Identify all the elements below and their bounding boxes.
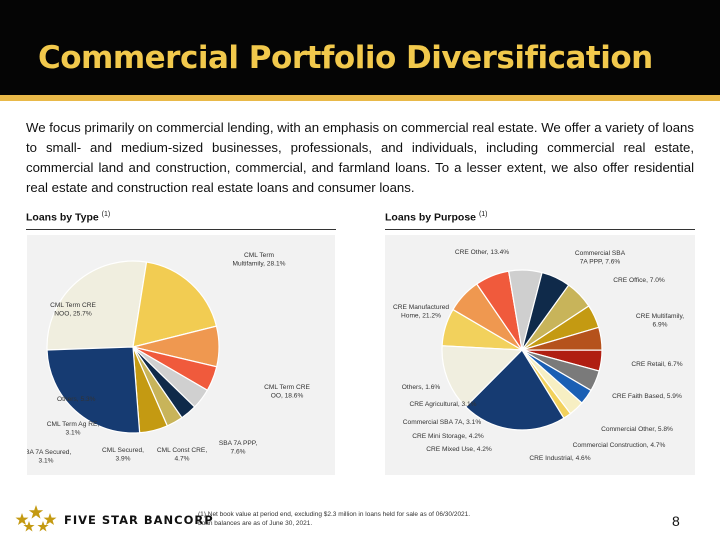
pie-label-purpose-4: CRE Faith Based, 5.9% xyxy=(612,393,682,400)
pie-label-type-8: CML Term CRE NOO, 25.7% xyxy=(50,302,96,318)
five-star-logo-icon xyxy=(15,505,57,532)
loans-by-type-title-text: Loans by Type xyxy=(26,211,99,224)
footnote-line-2: Loan balances are as of June 30, 2021. xyxy=(198,520,313,527)
footnote: (1) Net book value at period end, exclud… xyxy=(198,510,470,528)
pie-slice-purpose-14 xyxy=(441,345,524,408)
pie-label-purpose-9: CRE Mini Storage, 4.2% xyxy=(412,433,484,440)
loans-by-type-pie: CML Term Multifamily, 28.1% CML Term CRE OO… xyxy=(27,252,310,465)
pie-label-purpose-0: Commercial SBA 7A PPP, 7.6% xyxy=(575,250,626,266)
pie-slice-type-0 xyxy=(46,260,148,351)
logo-star xyxy=(23,521,35,532)
loans-by-type-divider xyxy=(26,229,336,230)
pie-label-purpose-3: CRE Retail, 6.7% xyxy=(631,361,682,368)
loans-by-purpose-title: Loans by Purpose (1) xyxy=(385,211,488,224)
logo-star xyxy=(37,521,49,532)
logo-star xyxy=(43,513,57,525)
loans-by-purpose-pie: Commercial SBA 7A PPP, 7.6% CRE Office, 7.… xyxy=(393,249,684,462)
pie-label-purpose-6: Commercial Construction, 4.7% xyxy=(573,442,666,449)
loans-by-purpose-chart: Commercial SBA 7A PPP, 7.6% CRE Office, 7.… xyxy=(385,235,695,475)
pie-label-type-1: CML Term CRE OO, 18.6% xyxy=(264,384,310,400)
pie-label-purpose-8: CRE Mixed Use, 4.2% xyxy=(426,446,492,453)
pie-label-type-2: SBA 7A PPP, 7.6% xyxy=(219,440,258,456)
logo-star xyxy=(28,505,44,519)
intro-paragraph: We focus primarily on commercial lending… xyxy=(26,120,694,195)
pie-label-purpose-13: CRE Manufactured Home, 21.2% xyxy=(393,304,449,320)
page-title: Commercial Portfolio Diversification xyxy=(38,40,653,76)
loans-by-purpose-title-text: Loans by Purpose xyxy=(385,211,477,224)
pie-label-type-6: CML Term Ag RE, 3.1% xyxy=(47,421,100,437)
header-accent-line xyxy=(0,95,720,101)
footnote-line-1: (1) Net book value at period end, exclud… xyxy=(198,511,471,518)
pie-label-purpose-10: Commercial SBA 7A, 3.1% xyxy=(403,419,482,426)
pie-label-type-5: SBA 7A Secured,3.1% xyxy=(27,449,71,465)
pie-label-type-3: CML Const CRE, 4.7% xyxy=(157,447,207,463)
pie-label-type-4: CML Secured, 3.9% xyxy=(102,447,144,463)
page-number: 8 xyxy=(672,513,680,529)
pie-label-purpose-1: CRE Office, 7.0% xyxy=(613,277,665,284)
loans-by-purpose-divider xyxy=(385,229,695,230)
company-name: FIVE STAR BANCORP xyxy=(64,513,214,527)
pie-slice-purpose-13 xyxy=(464,349,565,431)
pie-label-purpose-11: CRE Agricultural, 3.1% xyxy=(409,401,476,408)
loans-by-purpose-footnote-ref: (1) xyxy=(478,211,488,218)
pie-label-purpose-5: Commercial Other, 5.8% xyxy=(601,426,673,433)
pie-slice-type-8 xyxy=(46,346,141,434)
loans-by-type-chart: CML Term Multifamily, 28.1% CML Term CRE OO… xyxy=(27,235,335,475)
header-bar: Commercial Portfolio Diversification xyxy=(0,0,720,95)
pie-label-type-7: Others, 5.3% xyxy=(57,396,96,403)
pie-label-purpose-7: CRE Industrial, 4.6% xyxy=(529,455,590,462)
loans-by-type-title: Loans by Type (1) xyxy=(26,211,110,224)
pie-slice-type-1 xyxy=(132,261,218,348)
pie-label-purpose-2: CRE Multifamily, 6.9% xyxy=(636,313,684,329)
logo-star xyxy=(15,513,29,525)
loans-by-type-footnote-ref: (1) xyxy=(101,211,111,218)
pie-label-type-0: CML Term Multifamily, 28.1% xyxy=(232,252,285,268)
pie-label-purpose-12: Others, 1.6% xyxy=(402,384,441,391)
pie-label-purpose-14: CRE Other, 13.4% xyxy=(455,249,509,256)
